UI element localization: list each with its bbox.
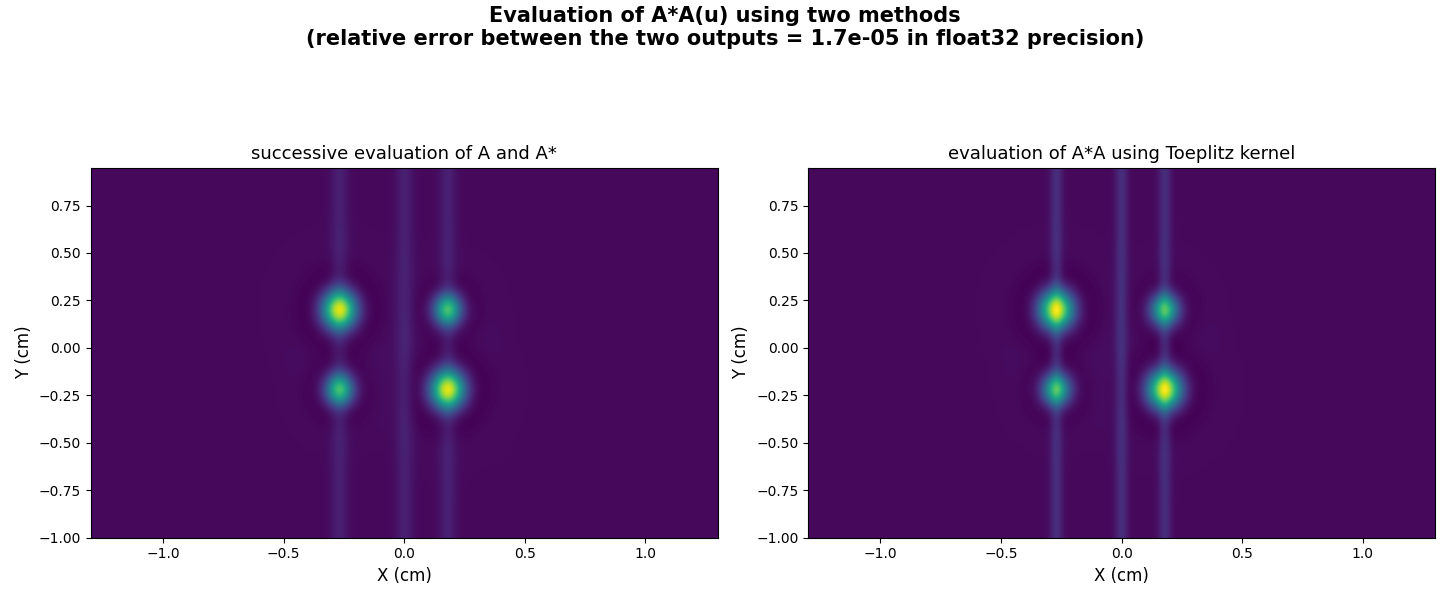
Title: evaluation of A*A using Toeplitz kernel: evaluation of A*A using Toeplitz kernel — [948, 145, 1295, 163]
Y-axis label: Y (cm): Y (cm) — [732, 326, 751, 379]
Y-axis label: Y (cm): Y (cm) — [14, 326, 33, 379]
X-axis label: X (cm): X (cm) — [377, 567, 432, 585]
Title: successive evaluation of A and A*: successive evaluation of A and A* — [251, 145, 557, 163]
Text: Evaluation of A*A(u) using two methods
(relative error between the two outputs =: Evaluation of A*A(u) using two methods (… — [306, 6, 1144, 49]
X-axis label: X (cm): X (cm) — [1095, 567, 1148, 585]
